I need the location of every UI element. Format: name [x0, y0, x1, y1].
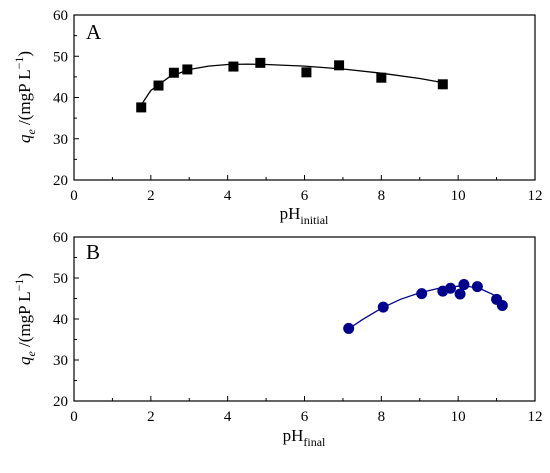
x-tick-label: 2: [147, 409, 155, 425]
x-tick-label: 0: [70, 409, 78, 425]
data-points: [136, 57, 448, 113]
data-point: [136, 102, 147, 113]
y-tick-label: 30: [53, 353, 68, 369]
x-tick-label: 6: [301, 409, 309, 425]
data-point: [182, 64, 193, 75]
data-point: [444, 282, 456, 294]
y-tick-label: 60: [53, 230, 68, 246]
panel-b: 0 2 4 6 8 10 12 20 30 40 50 60 B pHfinal qe /(mgP L…: [12, 230, 543, 449]
axis-ticks: 0 2 4 6 8 10 12 20 30 40 50 60: [53, 230, 543, 425]
y-tick-label: 20: [53, 173, 68, 189]
panel-a: 0 2 4 6 8 10 12 20 30 40 50 60 A pHinitial qe /(mgP…: [12, 8, 543, 227]
data-point: [458, 279, 470, 291]
y-tick-label: 40: [53, 91, 68, 107]
x-tick-label: 4: [224, 409, 232, 425]
y-axis-title: qe /(mgP L−1): [12, 51, 38, 143]
data-point: [437, 79, 448, 90]
y-tick-label: 20: [53, 394, 68, 410]
x-tick-label: 2: [147, 188, 155, 204]
data-point: [416, 288, 428, 300]
panel-label: B: [86, 240, 100, 264]
x-tick-label: 6: [301, 188, 309, 204]
data-point: [376, 72, 387, 83]
plot-frame: [73, 236, 536, 402]
data-point: [255, 57, 266, 68]
data-point: [377, 301, 389, 313]
plot-frame: [73, 14, 536, 181]
data-point: [471, 281, 483, 293]
data-point: [228, 61, 239, 72]
data-points: [343, 279, 508, 334]
x-tick-label: 8: [378, 188, 386, 204]
x-axis-title: pHinitial: [280, 204, 329, 227]
y-tick-label: 50: [53, 271, 68, 287]
axis-ticks: 0 2 4 6 8 10 12 20 30 40 50 60: [53, 8, 543, 204]
y-tick-label: 30: [53, 132, 68, 148]
x-tick-label: 8: [378, 409, 386, 425]
data-point: [343, 322, 355, 334]
data-point: [454, 288, 466, 300]
data-point: [496, 299, 508, 311]
x-tick-label: 0: [70, 188, 78, 204]
y-tick-label: 50: [53, 49, 68, 65]
x-tick-label: 12: [528, 188, 543, 204]
x-tick-label: 10: [451, 409, 466, 425]
y-axis-title: qe /(mgP L−1): [12, 273, 38, 365]
x-tick-label: 12: [528, 409, 543, 425]
x-axis-title: pHfinal: [283, 426, 326, 449]
x-tick-label: 4: [224, 188, 232, 204]
data-point: [301, 67, 312, 78]
x-tick-label: 10: [451, 188, 466, 204]
data-point: [334, 60, 345, 71]
y-tick-label: 60: [53, 8, 68, 24]
y-tick-label: 40: [53, 312, 68, 328]
data-point: [153, 80, 164, 91]
panel-label: A: [86, 20, 102, 44]
data-point: [168, 67, 179, 78]
